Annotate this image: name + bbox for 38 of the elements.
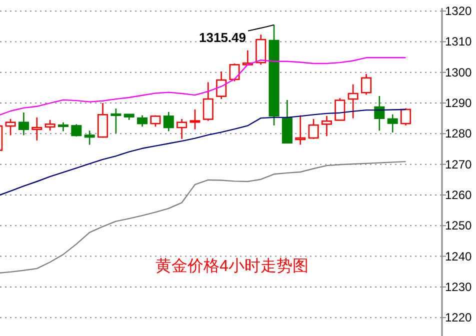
candlestick [348, 84, 358, 120]
text: 黄金价格4小时走势图 [156, 257, 308, 275]
candlestick [137, 114, 148, 128]
y-tick-label: 1320 [445, 4, 472, 18]
y-tick-label: 1250 [445, 218, 472, 233]
candlestick [190, 108, 200, 130]
candlestick [295, 114, 306, 146]
y-tick-label: 1240 [445, 249, 472, 264]
candlestick [229, 62, 240, 82]
candlestick [360, 73, 372, 96]
candlestick [256, 34, 266, 66]
candlestick [5, 118, 16, 136]
candlestick [216, 70, 227, 100]
candlestick [71, 124, 82, 138]
candlestick [176, 118, 188, 140]
y-tick-label: 1260 [445, 188, 472, 202]
y-tick-label: 1280 [445, 126, 472, 141]
y-tick-label: 1300 [445, 65, 472, 80]
y-tick-label: 1290 [445, 96, 472, 110]
annotation: 1315.49 [199, 30, 246, 45]
y-tick-label: 1310 [445, 34, 472, 49]
candlestick [98, 102, 108, 138]
candlestick [44, 119, 56, 132]
candlestick [84, 130, 95, 146]
candlestick [321, 115, 332, 137]
candlestick [387, 114, 398, 134]
y-tick-label: 1230 [445, 280, 472, 294]
y-tick-label: 1270 [445, 157, 472, 172]
candlestick [308, 118, 319, 140]
candlestick [32, 116, 42, 142]
candlestick [163, 111, 174, 132]
candlestick [334, 97, 346, 121]
candlestick [374, 95, 385, 132]
y-tick-label: 1220 [445, 310, 472, 325]
candlestick [202, 82, 214, 122]
candlestick [110, 108, 122, 134]
candlestick [400, 108, 412, 126]
candlestick [18, 112, 29, 136]
